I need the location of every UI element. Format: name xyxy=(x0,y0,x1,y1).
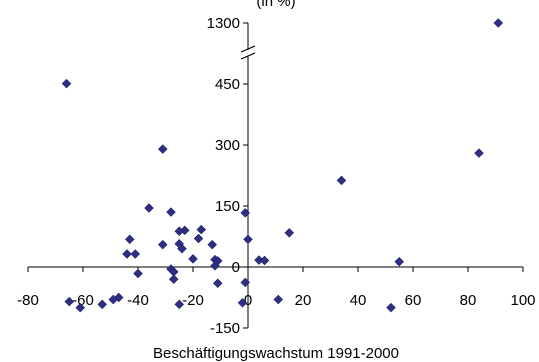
data-point xyxy=(64,296,75,307)
data-point xyxy=(133,268,143,279)
plot-area: -80 -60 -40 -20 0 20 40 60 80 100-150015030045013… xyxy=(17,15,535,337)
data-point xyxy=(474,148,484,158)
y-tick-label: 1300 xyxy=(207,15,240,32)
data-point xyxy=(237,297,248,308)
axis-break-mark xyxy=(240,45,256,53)
data-point xyxy=(157,239,168,250)
data-point xyxy=(61,78,72,89)
x-tick-label: -40 xyxy=(127,292,149,309)
data-point xyxy=(108,294,119,305)
y-tick-label: 300 xyxy=(215,137,240,154)
data-point xyxy=(212,278,223,289)
data-point xyxy=(196,224,207,235)
x-tick-label: -20 xyxy=(182,292,204,309)
x-tick-label: 20 xyxy=(295,292,312,309)
data-point xyxy=(336,175,347,186)
data-point xyxy=(394,256,405,267)
chart-title: (in %) xyxy=(256,0,295,10)
y-tick-label: 150 xyxy=(215,198,240,215)
data-point xyxy=(166,207,176,217)
x-tick-label: 40 xyxy=(350,292,367,309)
data-point xyxy=(259,255,270,266)
data-point xyxy=(207,239,218,250)
data-point xyxy=(130,249,141,259)
axis-break-mark xyxy=(240,52,256,60)
axis-break-gap xyxy=(240,50,256,56)
data-point xyxy=(144,203,154,213)
data-point xyxy=(97,299,108,310)
x-axis-title: Beschäftigungswachstum 1991-2000 xyxy=(153,345,399,362)
data-point xyxy=(124,234,135,245)
data-point xyxy=(188,254,198,264)
data-point xyxy=(386,302,396,313)
data-point xyxy=(177,243,187,254)
x-tick-label: 60 xyxy=(405,292,422,309)
data-point xyxy=(174,299,185,310)
data-point xyxy=(75,302,86,313)
y-tick-label: -150 xyxy=(210,320,240,337)
y-tick-label: 450 xyxy=(215,76,240,93)
data-point xyxy=(157,144,168,154)
data-point xyxy=(493,18,504,28)
data-point xyxy=(174,226,185,237)
data-point xyxy=(122,249,132,259)
data-point xyxy=(193,233,204,244)
data-point xyxy=(284,227,295,238)
data-point xyxy=(210,260,220,271)
data-point xyxy=(243,234,253,245)
data-point xyxy=(168,274,179,285)
x-tick-label: 100 xyxy=(510,292,535,309)
data-point xyxy=(240,208,251,218)
x-tick-label: 0 xyxy=(244,292,252,309)
x-tick-label: 80 xyxy=(460,292,477,309)
data-point xyxy=(240,277,251,288)
x-tick-label: -80 xyxy=(17,292,39,309)
y-tick-label: 0 xyxy=(232,259,240,276)
x-tick-label: -60 xyxy=(72,292,94,309)
data-point xyxy=(273,294,284,305)
